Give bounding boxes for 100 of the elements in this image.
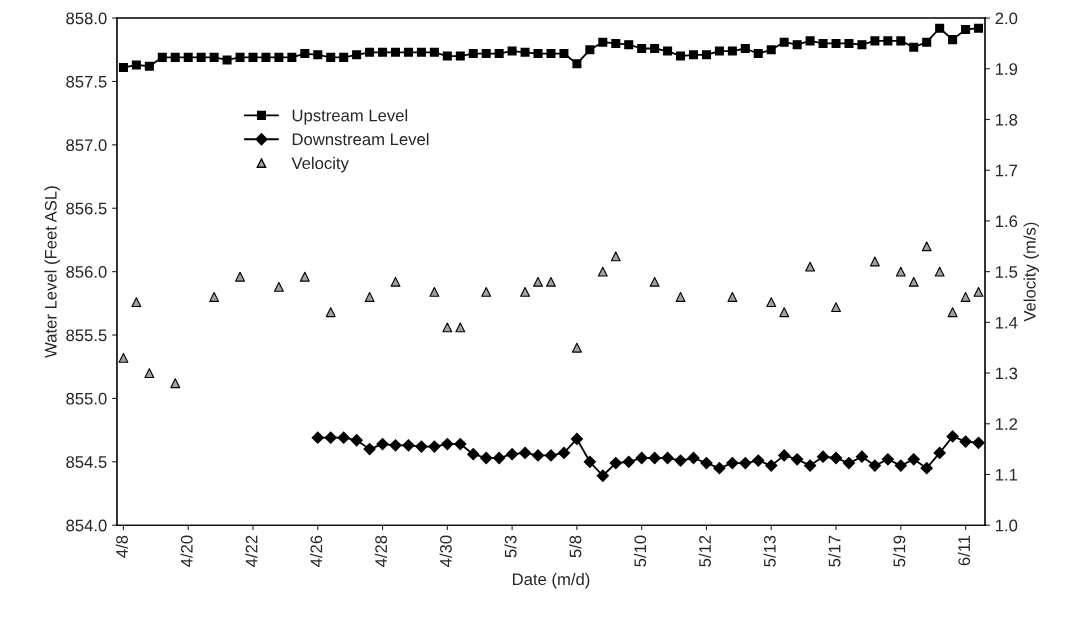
point	[493, 451, 506, 465]
point	[118, 352, 129, 363]
point	[831, 302, 841, 313]
point	[376, 437, 389, 451]
point	[829, 451, 843, 465]
y-axis-title: Water Level (Feet ASL)	[44, 186, 60, 358]
point	[350, 434, 363, 447]
point	[390, 276, 401, 287]
point	[363, 443, 376, 456]
point	[959, 435, 972, 448]
point	[804, 459, 817, 472]
point	[635, 451, 648, 465]
point	[765, 459, 778, 472]
point	[415, 440, 428, 453]
point	[596, 469, 609, 482]
point	[428, 440, 441, 453]
point	[868, 459, 881, 472]
point	[869, 256, 880, 267]
point	[648, 451, 661, 465]
y2-tick-label: 1.3	[996, 367, 1018, 380]
point	[727, 292, 738, 302]
y2-tick-label: 1.1	[996, 469, 1018, 481]
point	[520, 286, 531, 297]
x-tick-label: 4/8	[115, 535, 128, 558]
x-tick-label: 4/20	[180, 535, 193, 567]
y2-axis-title: Velocity (m/s)	[1023, 222, 1039, 322]
y2-tick-label: 1.0	[996, 519, 1018, 532]
point	[506, 448, 519, 461]
point	[816, 450, 830, 463]
point	[429, 286, 440, 297]
point	[934, 266, 945, 277]
point	[700, 456, 713, 470]
point	[946, 430, 959, 443]
point	[973, 286, 984, 297]
point	[571, 342, 582, 353]
point	[131, 297, 142, 308]
point	[842, 456, 856, 470]
point	[609, 456, 622, 470]
point	[687, 451, 700, 465]
point	[170, 378, 181, 389]
point	[791, 453, 804, 466]
y-tick-label: 855.0	[66, 392, 107, 405]
point	[311, 431, 324, 444]
point	[325, 307, 336, 318]
point	[144, 368, 155, 378]
point	[273, 281, 284, 292]
point	[402, 439, 415, 452]
y2-tick-label: 2.0	[995, 12, 1018, 25]
legend-label: Velocity	[291, 156, 349, 173]
y2-tick-label: 1.7	[996, 164, 1018, 177]
point	[597, 266, 608, 277]
x-tick-label: 5/8	[569, 535, 582, 558]
point	[972, 436, 985, 449]
point	[546, 276, 556, 287]
x-tick-label: 5/3	[504, 535, 517, 558]
point	[752, 454, 765, 467]
point	[779, 307, 790, 318]
x-tick-label: 5/12	[698, 535, 711, 567]
point	[933, 446, 946, 460]
point	[441, 437, 454, 451]
point	[778, 449, 791, 462]
point	[389, 439, 402, 452]
point	[518, 446, 532, 460]
x-tick-label: 4/30	[439, 535, 452, 567]
point	[855, 450, 869, 463]
point	[622, 455, 635, 468]
legend-label: Upstream Level	[292, 109, 408, 125]
point	[481, 286, 492, 297]
x-tick-label: 5/19	[893, 535, 906, 567]
point	[881, 453, 894, 466]
x-tick-label: 4/26	[310, 535, 323, 567]
y-tick-label: 857.5	[66, 75, 107, 88]
point	[337, 431, 350, 444]
point	[533, 276, 543, 287]
point	[661, 451, 674, 465]
point	[713, 462, 726, 475]
point	[894, 459, 907, 472]
point	[531, 449, 545, 462]
x-tick-label: 6/11	[957, 535, 971, 566]
point	[908, 276, 919, 287]
point	[467, 448, 480, 461]
point	[455, 322, 466, 333]
x-tick-label: 5/13	[763, 535, 776, 567]
point	[324, 431, 337, 444]
point	[739, 456, 752, 470]
y-tick-label: 857.0	[66, 139, 107, 152]
y-tick-label: 856.5	[66, 202, 107, 215]
y-tick-label: 854.0	[66, 519, 107, 532]
y-tick-label: 858.0	[66, 12, 107, 25]
point	[299, 271, 310, 282]
y2-tick-label: 1.2	[996, 418, 1018, 430]
point	[570, 432, 583, 446]
y2-tick-label: 1.9	[996, 63, 1018, 75]
y2-tick-label: 1.5	[996, 266, 1018, 278]
point	[674, 454, 687, 467]
point	[583, 455, 596, 468]
point	[960, 292, 971, 302]
x-tick-label: 4/22	[245, 535, 258, 567]
point	[442, 322, 453, 333]
legend-label: Downstream Level	[292, 133, 429, 146]
